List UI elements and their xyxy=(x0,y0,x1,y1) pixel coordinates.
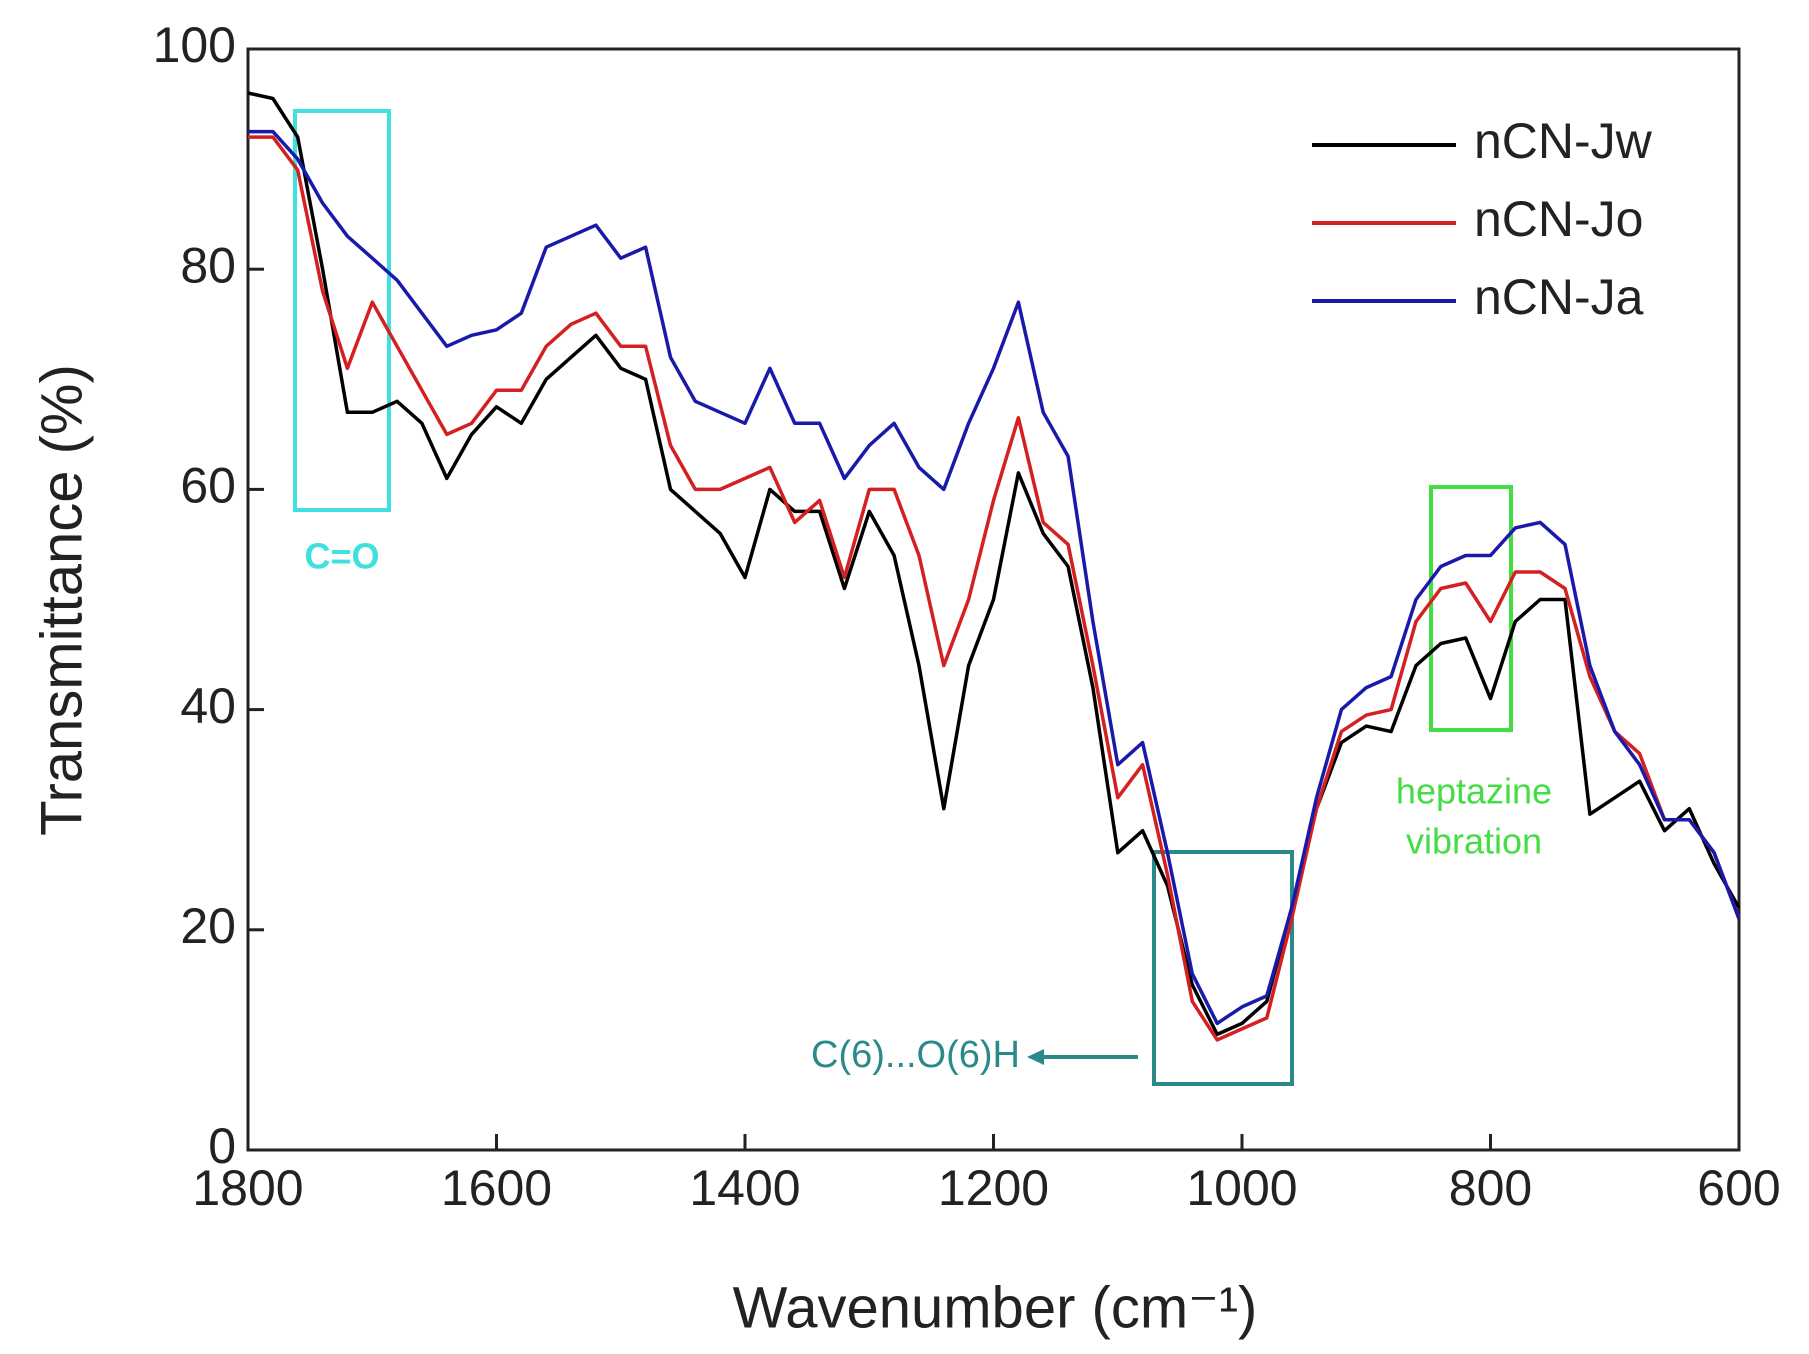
series-line xyxy=(248,129,1741,1026)
y-tick-label: 40 xyxy=(180,678,236,734)
carbonyl-box xyxy=(293,109,391,512)
y-tick-label: 0 xyxy=(208,1118,236,1174)
y-tick-label: 20 xyxy=(180,898,236,954)
y-tick-label: 80 xyxy=(180,237,236,293)
legend-label: nCN-Jo xyxy=(1474,191,1643,247)
legend-label: nCN-Jw xyxy=(1474,113,1653,169)
carbonyl-label: C=O xyxy=(304,536,379,577)
x-tick-label: 600 xyxy=(1697,1160,1780,1216)
x-tick-label: 1000 xyxy=(1186,1160,1297,1216)
hydroxyl-label: C(6)...O(6)H xyxy=(811,1034,1020,1076)
x-tick-label: 1200 xyxy=(938,1160,1049,1216)
x-tick-label: 1400 xyxy=(689,1160,800,1216)
series-line xyxy=(247,91,1741,1037)
heptazine-label: vibration xyxy=(1406,821,1542,862)
x-axis-label: Wavenumber (cm⁻¹) xyxy=(733,1275,1258,1340)
y-tick-label: 100 xyxy=(153,17,236,73)
heptazine-label: heptazine xyxy=(1396,771,1552,812)
hydroxyl-box xyxy=(1152,850,1294,1086)
x-tick-label: 1600 xyxy=(441,1160,552,1216)
legend-label: nCN-Ja xyxy=(1474,269,1644,325)
heptazine-box xyxy=(1429,485,1513,732)
x-tick-label: 1800 xyxy=(192,1160,303,1216)
x-tick-label: 800 xyxy=(1449,1160,1532,1216)
series-line xyxy=(248,135,1741,1042)
y-tick-label: 60 xyxy=(180,458,236,514)
arrow-head xyxy=(1027,1049,1044,1065)
y-axis-label: Transmittance (%) xyxy=(29,364,94,836)
